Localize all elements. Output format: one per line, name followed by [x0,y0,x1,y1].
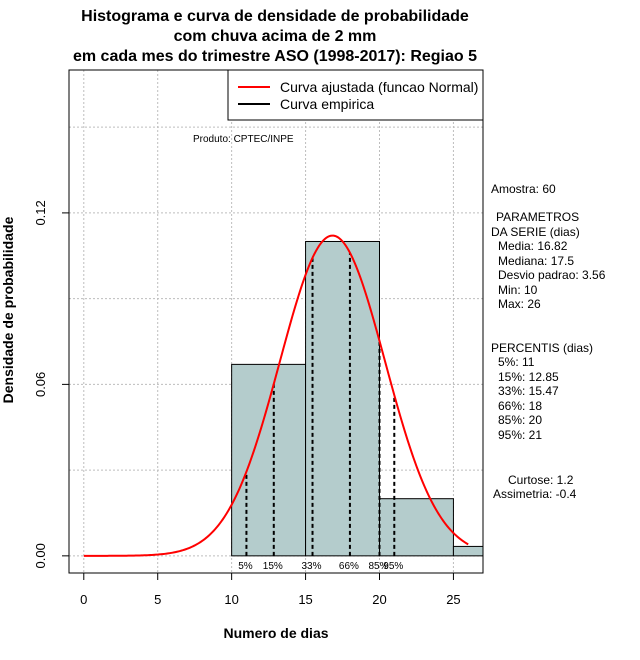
params-header-1: PARAMETROS [496,210,579,224]
kurtosis: Curtose: 1.2 [508,473,574,487]
param-desvio: Desvio padrao: 3.56 [498,268,606,282]
chart-title-line-1: Histograma e curva de densidade de proba… [81,8,469,25]
normal-curve-line [83,234,469,557]
x-tick-label-3: 15 [298,592,312,607]
x-tick-label-0: 0 [80,592,87,607]
param-min: Min: 10 [498,283,538,297]
stats-panel: Amostra: 60 PARAMETROS DA SERIE (dias) M… [491,182,606,501]
params-header-2: DA SERIE (dias) [491,225,580,239]
y-tick-label-1: 0.06 [33,372,48,397]
y-axis-label: Densidade de probabilidade [0,216,16,403]
percentil-85: 85%: 20 [498,413,542,427]
param-mediana: Mediana: 17.5 [498,254,574,268]
chart-title-line-2: com chuva acima de 2 mm [174,28,377,45]
y-tick-label-0: 0.00 [33,543,48,568]
percentile-label-2: 33% [302,561,322,572]
percentile-label-4: 85% [368,561,388,572]
x-axis: 0 5 10 15 20 25 [80,572,461,607]
x-tick-label-2: 10 [224,592,238,607]
legend-label-empirical: Curva empirica [280,96,374,112]
legend-label-normal: Curva ajustada (funcao Normal) [280,79,478,95]
param-max: Max: 26 [498,297,541,311]
y-tick-label-2: 0.12 [33,200,48,225]
percentil-66: 66%: 18 [498,399,542,413]
percentis-header: PERCENTIS (dias) [491,341,593,355]
percentil-33: 33%: 15.47 [498,384,559,398]
x-tick-label-4: 20 [372,592,386,607]
histogram-bars [231,240,484,557]
percentil-95: 95%: 21 [498,428,542,442]
percentile-label-1: 15% [263,561,283,572]
normal-curve-group [83,234,469,557]
histogram-bar-2 [379,498,454,557]
sample-size: Amostra: 60 [491,182,556,196]
percentile-label-0: 5% [238,561,253,572]
percentile-label-5: 95% [383,561,403,572]
y-axis: 0.00 0.06 0.12 [33,200,69,569]
product-label: Produto: CPTEC/INPE [193,134,294,145]
x-tick-label-5: 25 [446,592,460,607]
legend-box [227,69,484,121]
legend: Curva ajustada (funcao Normal) Curva emp… [227,69,484,121]
percentile-lines: 5% 15% 33% 66% 85%95% [238,252,403,572]
histogram-bar-0 [231,363,307,557]
skewness: Assimetria: -0.4 [493,487,577,501]
param-media: Media: 16.82 [498,239,568,253]
percentil-5: 5%: 11 [498,355,535,369]
x-tick-label-1: 5 [154,592,161,607]
histogram-bar-3 [452,545,484,557]
histogram-bar-1 [305,240,381,557]
x-axis-label: Numero de dias [223,625,328,641]
percentile-label-3: 66% [339,561,359,572]
chart-title-line-3: em cada mes do trimestre ASO (1998-2017)… [73,48,477,65]
percentil-15: 15%: 12.85 [498,370,559,384]
